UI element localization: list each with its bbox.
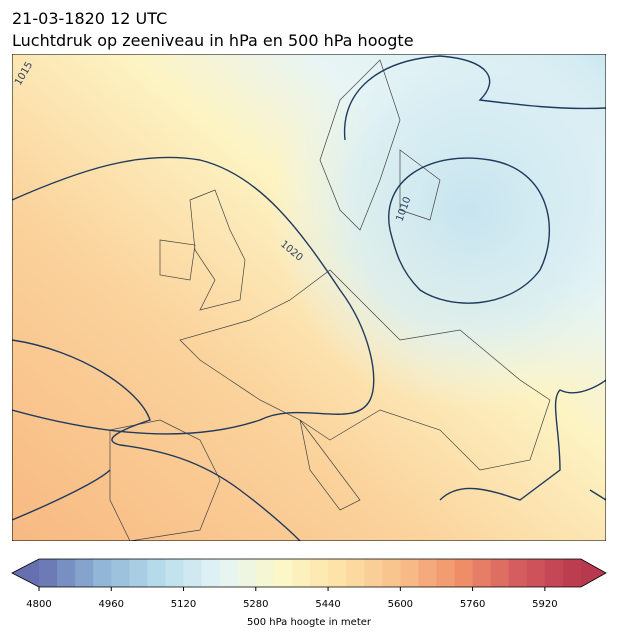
color-band	[544, 559, 564, 587]
colorbar-tick-label: 4800	[26, 599, 51, 610]
color-band	[490, 559, 510, 587]
isobar	[12, 379, 606, 521]
isobar	[388, 157, 551, 304]
colorbar-tick-label: 4960	[99, 599, 124, 610]
colorbar-tick-label: 5760	[460, 599, 485, 610]
color-band	[255, 559, 275, 587]
colorbar-tick-label: 5600	[388, 599, 413, 610]
color-band	[129, 559, 148, 587]
color-band	[346, 559, 365, 587]
colorbar-extend-high	[581, 559, 606, 587]
low-pressure-area	[12, 54, 606, 541]
color-band	[562, 559, 582, 587]
color-band	[273, 559, 293, 587]
color-band	[219, 559, 239, 587]
map: 1015 1020 1010	[12, 54, 606, 541]
colorbar-tick-label: 5120	[171, 599, 196, 610]
colorbar-tick-label: 5280	[243, 599, 268, 610]
colorbar-label: 500 hPa hoogte in meter	[247, 617, 372, 628]
color-band	[93, 559, 112, 587]
color-band	[364, 559, 383, 587]
title: 21-03-1820 12 UTC	[12, 9, 167, 28]
color-band	[310, 559, 329, 587]
color-band	[75, 559, 94, 587]
color-band	[436, 559, 456, 587]
color-band	[201, 559, 221, 587]
color-band	[237, 559, 257, 587]
subtitle: Luchtdruk op zeeniveau in hPa en 500 hPa…	[12, 31, 414, 50]
coastline	[109, 59, 551, 541]
color-band	[57, 559, 76, 587]
colorbar-extend-low	[12, 559, 39, 587]
color-band	[183, 559, 203, 587]
isobar	[12, 339, 301, 541]
color-band	[454, 559, 474, 587]
color-band	[400, 559, 419, 587]
colorbar: 4800 4960 5120 5280 5440 5600 5760 5920	[11, 558, 607, 610]
color-band	[382, 559, 401, 587]
isobar	[343, 55, 606, 141]
color-band	[472, 559, 492, 587]
colorbar-tick-label: 5920	[532, 599, 557, 610]
color-band	[526, 559, 546, 587]
isobar	[12, 156, 375, 435]
color-band	[165, 559, 185, 587]
color-band	[328, 559, 347, 587]
color-band	[111, 559, 130, 587]
color-band	[418, 559, 437, 587]
color-band	[39, 559, 58, 587]
color-band	[147, 559, 166, 587]
color-band	[291, 559, 311, 587]
colorbar-tick-label: 5440	[315, 599, 340, 610]
color-band	[508, 559, 528, 587]
